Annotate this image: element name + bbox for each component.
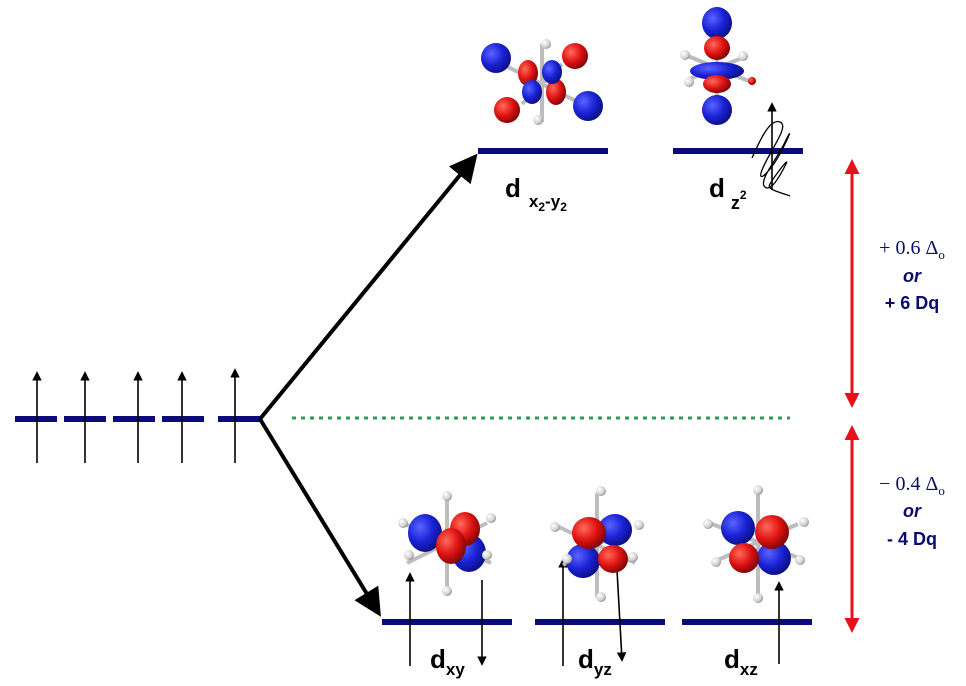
dxz-orbital-icon bbox=[703, 485, 809, 603]
split-arrow-up bbox=[258, 153, 478, 421]
upper-energy-or: or bbox=[903, 266, 922, 286]
dz2-orbital-icon bbox=[680, 7, 756, 125]
lower-energy-line1: −0.4 Δo bbox=[879, 473, 945, 498]
lower-energy-dq: - 4 Dq bbox=[887, 529, 937, 549]
label-dxy: dxy bbox=[430, 644, 465, 679]
label-dxz: dxz bbox=[724, 644, 758, 679]
spin-down-arrow bbox=[616, 569, 627, 662]
split-arrow-down bbox=[258, 417, 381, 617]
label-dx2y2: d x2-y2 bbox=[505, 173, 567, 214]
dx2y2-orbital-icon bbox=[481, 39, 603, 125]
free-ion-electrons bbox=[32, 368, 240, 463]
upper-energy-line1: +0.6 Δo bbox=[879, 237, 945, 262]
scribble-mark bbox=[751, 121, 791, 197]
dz2-electron bbox=[751, 102, 791, 197]
upper-energy-dq: + 6 Dq bbox=[885, 293, 940, 313]
dyz-orbital-icon bbox=[550, 486, 644, 602]
t2g-electrons bbox=[405, 558, 784, 666]
label-dyz: dyz bbox=[578, 644, 612, 679]
label-dz2: d z2 bbox=[709, 173, 747, 213]
lower-energy-or: or bbox=[903, 501, 922, 521]
dxy-orbital-icon bbox=[398, 491, 496, 596]
